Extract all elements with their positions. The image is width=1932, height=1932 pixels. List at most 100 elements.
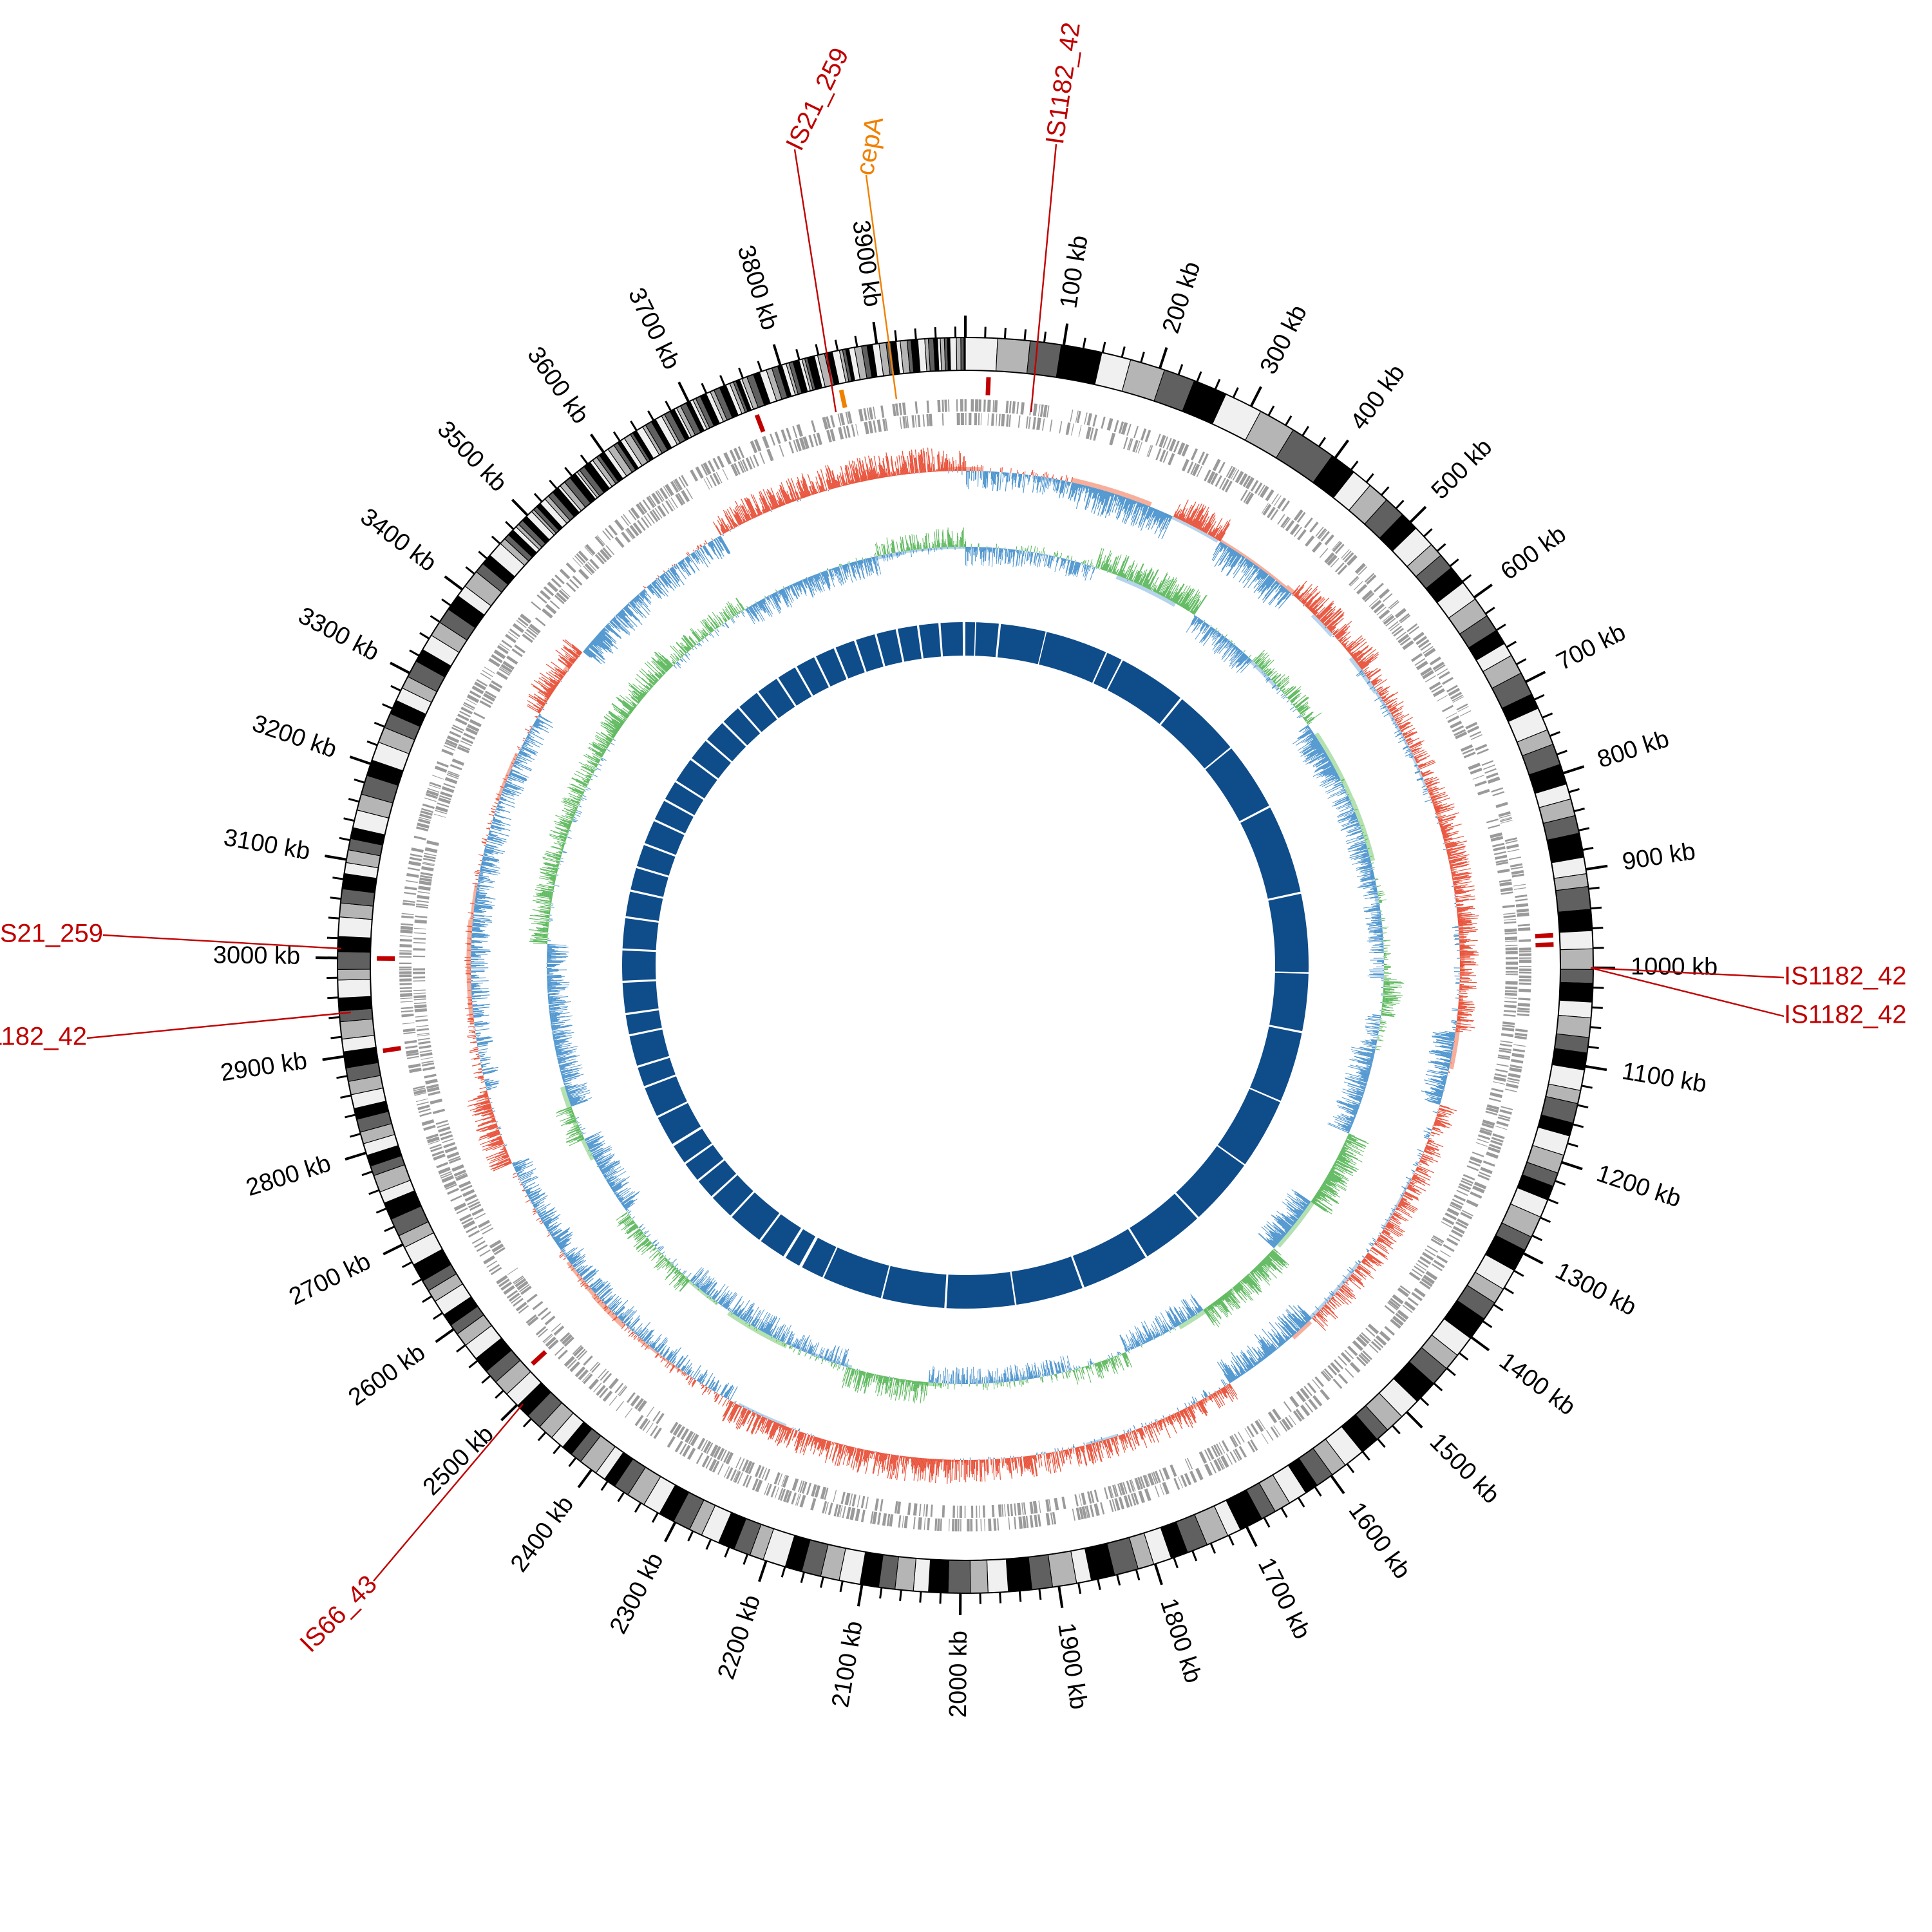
annotation-tick xyxy=(531,1350,547,1366)
annotation-leader xyxy=(1590,967,1785,1018)
core-genome-block xyxy=(654,800,694,834)
annotation-tick xyxy=(1535,933,1553,939)
core-genome-block xyxy=(997,623,1046,665)
core-genome-block xyxy=(856,634,884,672)
axis-tick-label: 200 kb xyxy=(1157,258,1206,336)
gene-annotation-label[interactable]: IS1182_42 xyxy=(1041,21,1086,146)
annotation-markers xyxy=(377,377,1554,1366)
axis-tick-label: 1300 kb xyxy=(1551,1257,1640,1321)
core-genome-block xyxy=(1269,972,1309,1032)
axis-tick-label: 1400 kb xyxy=(1494,1347,1580,1421)
annotation-tick xyxy=(754,414,766,433)
core-genome-block xyxy=(739,692,777,732)
gene-annotation-label[interactable]: IS21_259 xyxy=(0,920,103,948)
core-genome-block xyxy=(622,950,656,981)
axis-tick-label: 2700 kb xyxy=(285,1248,375,1311)
axis-tick-label: 1900 kb xyxy=(1052,1621,1092,1711)
core-genome-block xyxy=(876,629,903,667)
axis-tick-label: 1200 kb xyxy=(1593,1160,1685,1213)
axis-tick-label: 500 kb xyxy=(1426,433,1497,504)
karyotype-band-ring xyxy=(337,337,1594,1594)
core-genome-block xyxy=(882,1265,947,1308)
axis-tick-label: 3100 kb xyxy=(222,824,312,866)
core-genome-block xyxy=(1176,1146,1244,1217)
core-genome-block xyxy=(815,648,847,687)
core-genome-block xyxy=(723,708,761,746)
annotation-leader xyxy=(86,1011,352,1039)
core-genome-block xyxy=(685,1144,724,1180)
core-genome-block xyxy=(629,1029,670,1066)
axis-tick-label: 2300 kb xyxy=(605,1548,669,1638)
gc-content-ring xyxy=(464,448,1479,1484)
axis-tick-label: 1700 kb xyxy=(1253,1553,1316,1643)
gene-annotation-label[interactable]: IS1182_42 xyxy=(0,1023,87,1051)
axis-tick-label: 600 kb xyxy=(1496,520,1571,585)
core-genome-block xyxy=(975,622,999,658)
core-genome-block xyxy=(835,640,865,679)
axis-tick-label: 1100 kb xyxy=(1620,1057,1709,1098)
core-genome-block xyxy=(645,1076,687,1116)
axis-tick-label: 3200 kb xyxy=(249,710,341,763)
axis-tick-label: 2900 kb xyxy=(219,1047,309,1086)
core-genome-block xyxy=(1072,1229,1146,1287)
axis-tick-label: 300 kb xyxy=(1255,301,1312,379)
axis-tick-label: 700 kb xyxy=(1552,619,1630,676)
core-genome-block xyxy=(712,1175,753,1216)
annotation-leader xyxy=(865,175,898,400)
axis-tick-label: 3400 kb xyxy=(355,503,441,577)
core-genome-block xyxy=(824,1247,889,1298)
core-genome-block xyxy=(706,723,746,762)
axis-tick-label: 3900 kb xyxy=(847,218,886,308)
axis-tick-label: 3800 kb xyxy=(732,242,783,334)
gene-annotation-label[interactable]: IS1182_42 xyxy=(1784,962,1907,990)
axis-tick-label: 2400 kb xyxy=(506,1491,579,1577)
core-genome-block xyxy=(1094,652,1122,690)
core-genome-ring xyxy=(622,621,1309,1309)
core-genome-block xyxy=(1268,893,1309,972)
axis-tick-label: 2600 kb xyxy=(344,1339,431,1412)
core-genome-block xyxy=(758,678,795,719)
gene-annotation-label[interactable]: IS66_43 xyxy=(294,1570,382,1658)
core-genome-block xyxy=(622,918,659,951)
axis-tick-label: 3500 kb xyxy=(432,416,512,497)
core-genome-block xyxy=(625,891,663,921)
annotation-leader xyxy=(373,1403,524,1582)
core-genome-block xyxy=(630,867,668,897)
core-genome-block xyxy=(1205,748,1269,822)
gene-annotation-label[interactable]: IS21_259 xyxy=(781,43,855,155)
annotation-tick xyxy=(838,389,848,408)
annotation-tick xyxy=(985,377,991,395)
core-genome-block xyxy=(638,1057,676,1086)
core-genome-block xyxy=(1240,807,1301,899)
annotation-leaders xyxy=(86,144,1785,1582)
axis-tick-label: 400 kb xyxy=(1345,359,1410,435)
annotation-leader xyxy=(793,149,837,413)
core-genome-block xyxy=(1039,632,1106,683)
cds-feature-ring xyxy=(399,399,1532,1531)
axis-tick-label: 2500 kb xyxy=(418,1421,499,1501)
annotation-leader xyxy=(1590,967,1785,979)
axis-tick-label: 2100 kb xyxy=(827,1619,868,1709)
core-genome-block xyxy=(797,657,829,696)
core-genome-block xyxy=(940,622,963,657)
axis-tick-label: 1500 kb xyxy=(1425,1428,1505,1510)
core-genome-block xyxy=(965,621,976,656)
axis-tick-label: 1600 kb xyxy=(1343,1497,1416,1584)
gene-annotation-label[interactable]: cepA xyxy=(851,115,889,178)
core-genome-block xyxy=(732,1192,780,1240)
axis-tick-label: 800 kb xyxy=(1594,725,1672,773)
core-genome-block xyxy=(1218,1088,1280,1164)
axis-tick-label: 3600 kb xyxy=(522,342,594,429)
core-genome-block xyxy=(778,667,812,706)
core-genome-block xyxy=(1130,1193,1198,1256)
gene-annotation-label[interactable]: IS1182_42 xyxy=(1784,1001,1907,1029)
axis-tick-label: 3700 kb xyxy=(623,283,685,374)
core-genome-block xyxy=(897,625,922,662)
core-genome-block xyxy=(636,845,676,876)
core-genome-block xyxy=(1249,1027,1302,1101)
axis-tick-label: 2800 kb xyxy=(243,1150,334,1201)
core-genome-block xyxy=(761,1214,801,1256)
gc-skew-ring xyxy=(529,527,1405,1404)
core-genome-block xyxy=(1107,660,1180,724)
